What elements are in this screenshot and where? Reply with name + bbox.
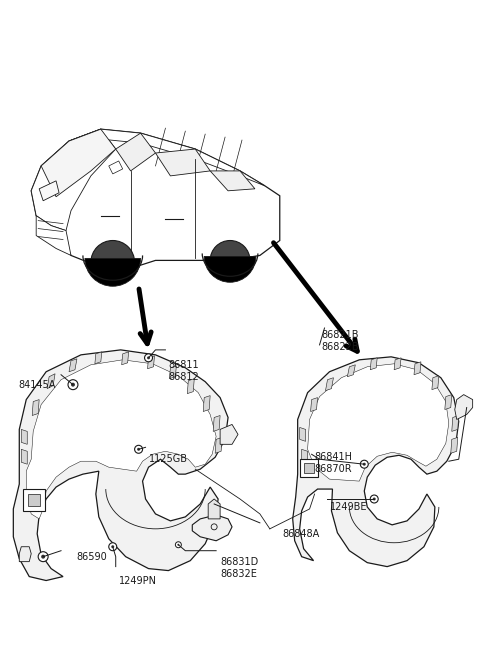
Text: 86831D: 86831D xyxy=(220,557,258,567)
Polygon shape xyxy=(445,395,452,409)
Polygon shape xyxy=(13,350,228,581)
Polygon shape xyxy=(122,352,129,365)
Text: 86870R: 86870R xyxy=(314,464,352,474)
Circle shape xyxy=(144,354,153,362)
Circle shape xyxy=(363,462,366,466)
FancyBboxPatch shape xyxy=(304,463,313,473)
Polygon shape xyxy=(156,149,210,176)
Polygon shape xyxy=(451,438,458,453)
Polygon shape xyxy=(325,378,334,390)
Polygon shape xyxy=(116,133,156,171)
Polygon shape xyxy=(293,357,459,567)
Polygon shape xyxy=(311,398,318,411)
Circle shape xyxy=(137,448,140,451)
Circle shape xyxy=(91,241,134,284)
Circle shape xyxy=(373,497,376,501)
FancyBboxPatch shape xyxy=(23,489,45,511)
Circle shape xyxy=(109,543,117,550)
Text: 86822B: 86822B xyxy=(322,342,359,352)
Text: 1249BE: 1249BE xyxy=(329,502,367,512)
Polygon shape xyxy=(95,352,102,364)
Circle shape xyxy=(41,555,45,559)
Polygon shape xyxy=(208,499,220,519)
Polygon shape xyxy=(109,161,123,174)
Polygon shape xyxy=(169,366,176,379)
Wedge shape xyxy=(204,256,256,282)
Polygon shape xyxy=(147,356,155,369)
Polygon shape xyxy=(213,415,220,432)
Circle shape xyxy=(147,356,150,359)
Text: 1249PN: 1249PN xyxy=(119,575,156,586)
Polygon shape xyxy=(414,362,421,375)
Polygon shape xyxy=(36,216,71,255)
Polygon shape xyxy=(215,438,222,453)
Polygon shape xyxy=(41,129,116,197)
FancyBboxPatch shape xyxy=(300,459,318,477)
Polygon shape xyxy=(348,365,355,377)
Circle shape xyxy=(111,545,114,548)
Polygon shape xyxy=(31,129,280,268)
Circle shape xyxy=(134,445,143,453)
Polygon shape xyxy=(192,515,232,541)
Text: 86811: 86811 xyxy=(168,359,199,370)
Polygon shape xyxy=(21,449,27,464)
Polygon shape xyxy=(26,359,216,519)
Polygon shape xyxy=(308,364,449,481)
Polygon shape xyxy=(69,129,265,186)
Polygon shape xyxy=(301,449,308,462)
Polygon shape xyxy=(300,428,306,441)
Polygon shape xyxy=(394,358,401,370)
Circle shape xyxy=(370,495,378,503)
Polygon shape xyxy=(32,400,39,415)
Circle shape xyxy=(38,552,48,562)
Polygon shape xyxy=(69,129,101,149)
Polygon shape xyxy=(210,171,255,191)
Circle shape xyxy=(178,544,180,546)
Polygon shape xyxy=(21,430,27,444)
Text: 86848A: 86848A xyxy=(283,529,320,539)
Text: 86812: 86812 xyxy=(168,372,199,382)
Polygon shape xyxy=(455,395,473,419)
Polygon shape xyxy=(19,546,31,562)
Text: 86821B: 86821B xyxy=(322,330,359,340)
Text: 84145A: 84145A xyxy=(19,380,56,390)
Wedge shape xyxy=(85,258,141,286)
Polygon shape xyxy=(220,424,238,444)
Polygon shape xyxy=(31,129,116,230)
Polygon shape xyxy=(370,358,377,370)
Circle shape xyxy=(68,380,78,390)
Polygon shape xyxy=(187,379,194,394)
Circle shape xyxy=(210,241,250,280)
Text: 86832E: 86832E xyxy=(220,569,257,579)
Text: 86841H: 86841H xyxy=(314,452,353,462)
Circle shape xyxy=(360,461,368,468)
FancyBboxPatch shape xyxy=(28,494,40,506)
Polygon shape xyxy=(39,181,59,201)
Circle shape xyxy=(175,542,181,548)
Polygon shape xyxy=(432,376,439,390)
Polygon shape xyxy=(69,359,77,372)
Circle shape xyxy=(71,382,75,386)
Text: 1125GB: 1125GB xyxy=(148,454,188,464)
Polygon shape xyxy=(452,415,459,432)
Text: 86590: 86590 xyxy=(76,552,107,562)
Polygon shape xyxy=(203,396,210,411)
Polygon shape xyxy=(47,374,55,388)
